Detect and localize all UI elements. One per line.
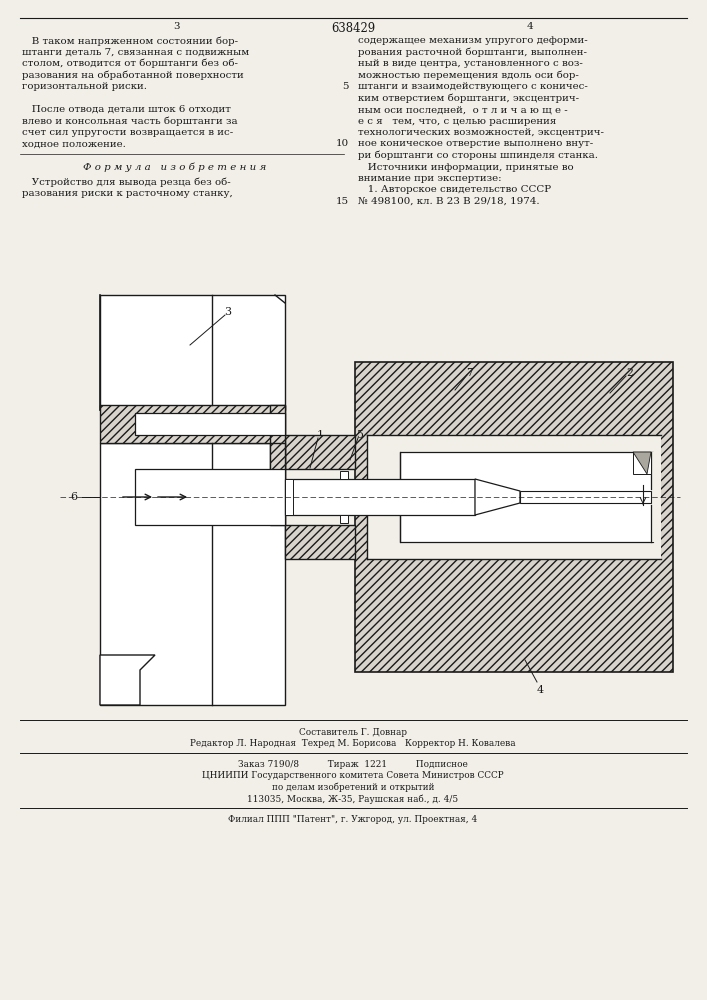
Text: 3: 3 [174, 22, 180, 31]
Text: столом, отводится от борштанги без об-: столом, отводится от борштанги без об- [22, 59, 238, 68]
Text: ЦНИИПИ Государственного комитета Совета Министров СССР: ЦНИИПИ Государственного комитета Совета … [202, 772, 504, 780]
Text: содержащее механизм упругого деформи-: содержащее механизм упругого деформи- [358, 36, 588, 45]
Text: 2: 2 [626, 368, 633, 378]
Text: В таком напряженном состоянии бор-: В таком напряженном состоянии бор- [22, 36, 238, 45]
Text: горизонтальной риски.: горизонтальной риски. [22, 82, 147, 91]
Text: После отвода детали шток 6 отходит: После отвода детали шток 6 отходит [22, 105, 231, 114]
Text: Источники информации, принятые во: Источники информации, принятые во [358, 162, 573, 172]
Text: 7: 7 [467, 368, 474, 378]
Text: 10: 10 [336, 139, 349, 148]
Text: ным оси последней,  о т л и ч а ю щ е -: ным оси последней, о т л и ч а ю щ е - [358, 105, 568, 114]
Text: Филиал ППП "Патент", г. Ужгород, ул. Проектная, 4: Филиал ППП "Патент", г. Ужгород, ул. Про… [228, 815, 478, 824]
Text: 3: 3 [224, 307, 232, 317]
Text: ри борштанги со стороны шпинделя станка.: ри борштанги со стороны шпинделя станка. [358, 151, 598, 160]
Text: можностью перемещения вдоль оси бор-: можностью перемещения вдоль оси бор- [358, 70, 579, 80]
Text: 4: 4 [537, 685, 544, 695]
Text: штанги и взаимодействующего с коничес-: штанги и взаимодействующего с коничес- [358, 82, 588, 91]
Text: 6: 6 [70, 492, 77, 502]
Bar [135, 413, 285, 435]
Bar [285, 435, 355, 469]
Text: ный в виде центра, установленного с воз-: ный в виде центра, установленного с воз- [358, 59, 583, 68]
Text: 1: 1 [317, 430, 324, 440]
Text: 5: 5 [342, 82, 349, 91]
Bar [100, 443, 285, 705]
Bar [400, 452, 653, 542]
Text: Составитель Г. Довнар: Составитель Г. Довнар [299, 728, 407, 737]
Bar [285, 479, 293, 515]
Text: 1. Авторское свидетельство СССР: 1. Авторское свидетельство СССР [358, 186, 551, 194]
Bar [367, 435, 661, 559]
Bar [285, 525, 355, 559]
Text: штанги деталь 7, связанная с подвижным: штанги деталь 7, связанная с подвижным [22, 47, 250, 56]
Text: 113035, Москва, Ж-35, Раушская наб., д. 4/5: 113035, Москва, Ж-35, Раушская наб., д. … [247, 794, 459, 804]
Text: внимание при экспертизе:: внимание при экспертизе: [358, 174, 502, 183]
Text: рования расточной борштанги, выполнен-: рования расточной борштанги, выполнен- [358, 47, 587, 57]
Text: ким отверстием борштанги, эксцентрич-: ким отверстием борштанги, эксцентрич- [358, 94, 579, 103]
Bar [100, 405, 285, 443]
Bar [355, 362, 673, 672]
Text: № 498100, кл. В 23 В 29/18, 1974.: № 498100, кл. В 23 В 29/18, 1974. [358, 197, 539, 206]
Bar [270, 405, 285, 469]
Text: разования риски к расточному станку,: разования риски к расточному станку, [22, 189, 233, 198]
Text: 4: 4 [527, 22, 533, 31]
Text: 5: 5 [356, 430, 363, 440]
Text: a: a [641, 477, 645, 485]
Text: ходное положение.: ходное положение. [22, 139, 126, 148]
Text: Ф о р м у л а   и з о б р е т е н и я: Ф о р м у л а и з о б р е т е н и я [83, 162, 267, 172]
Text: 638429: 638429 [331, 22, 375, 35]
Bar [520, 491, 651, 503]
Text: технологических возможностей, эксцентрич-: технологических возможностей, эксцентрич… [358, 128, 604, 137]
Polygon shape [475, 479, 520, 515]
Text: Устройство для вывода резца без об-: Устройство для вывода резца без об- [22, 178, 230, 187]
Bar [340, 471, 348, 479]
Bar [270, 443, 285, 525]
Text: по делам изобретений и открытий: по делам изобретений и открытий [271, 783, 434, 792]
Text: 15: 15 [336, 197, 349, 206]
Polygon shape [100, 655, 155, 705]
Text: Редактор Л. Народная  Техред М. Борисова   Корректор Н. Ковалева: Редактор Л. Народная Техред М. Борисова … [190, 740, 516, 748]
Text: е с я   тем, что, с целью расширения: е с я тем, что, с целью расширения [358, 116, 556, 125]
Text: счет сил упругости возвращается в ис-: счет сил упругости возвращается в ис- [22, 128, 233, 137]
Polygon shape [633, 452, 651, 474]
Bar [285, 479, 475, 515]
Text: ное коническое отверстие выполнено внут-: ное коническое отверстие выполнено внут- [358, 139, 593, 148]
Bar [340, 515, 348, 523]
Text: Заказ 7190/8          Тираж  1221          Подписное: Заказ 7190/8 Тираж 1221 Подписное [238, 760, 468, 769]
Bar [633, 452, 651, 474]
Bar [651, 452, 661, 542]
Bar [100, 295, 285, 410]
Text: влево и консольная часть борштанги за: влево и консольная часть борштанги за [22, 116, 238, 126]
Bar [135, 469, 285, 525]
Text: разования на обработанной поверхности: разования на обработанной поверхности [22, 70, 244, 80]
